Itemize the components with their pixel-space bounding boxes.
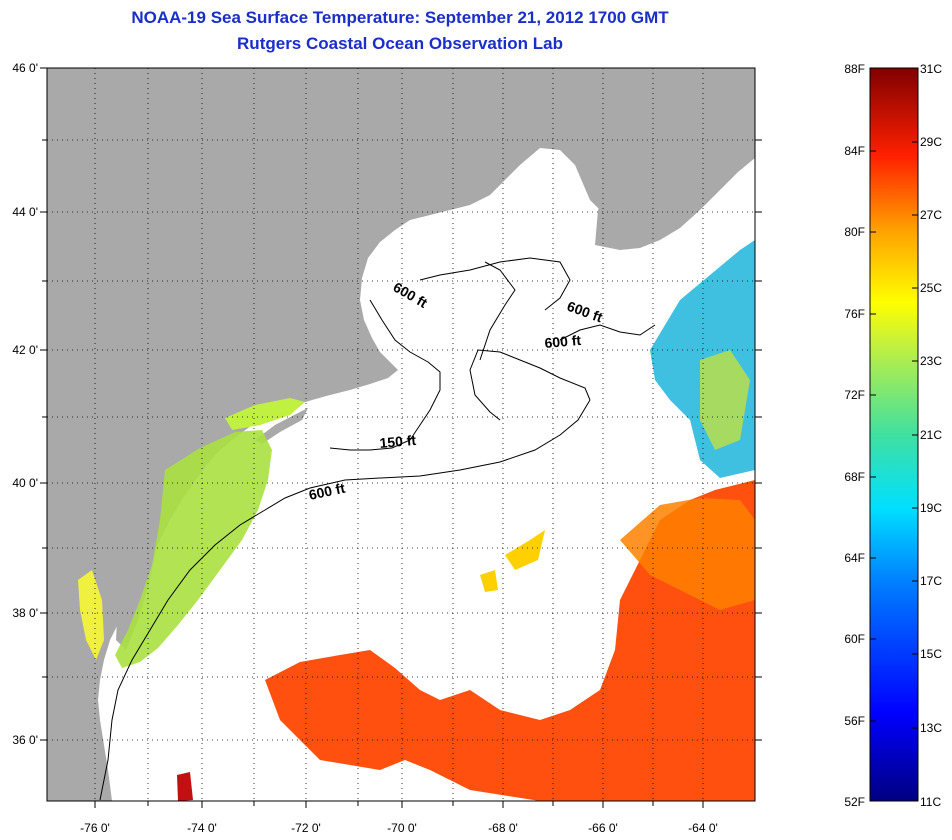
colorbar-f-label: 80F	[844, 225, 865, 239]
lat-label: 42 0'	[12, 343, 38, 357]
map-title: NOAA-19 Sea Surface Temperature: Septemb…	[131, 8, 669, 27]
sst-patch-offshore-bits	[480, 530, 545, 592]
lon-label: -72 0'	[291, 821, 321, 835]
sst-patch-chesapeake	[78, 570, 104, 660]
sst-patch-small-dark	[177, 772, 193, 801]
contour-label: 600 ft	[544, 332, 582, 351]
colorbar-f-label: 60F	[844, 632, 865, 646]
us-landmass	[47, 68, 755, 801]
colorbar-f-label: 52F	[844, 795, 865, 809]
colorbar-c-label: 23C	[920, 354, 942, 368]
contour-label: 150 ft	[379, 432, 417, 451]
long-island	[255, 408, 308, 444]
lon-label: -74 0'	[187, 821, 217, 835]
colorbar-f-label: 76F	[844, 307, 865, 321]
colorbar-f-label: 84F	[844, 144, 865, 158]
colorbar-c-label: 29C	[920, 135, 942, 149]
lat-label: 38 0'	[12, 606, 38, 620]
colorbar-f-label: 72F	[844, 388, 865, 402]
lon-label: -68 0'	[488, 821, 518, 835]
colorbar-c-label: 17C	[920, 574, 942, 588]
sst-patch-nearshore-mab	[115, 430, 272, 668]
colorbar-c-label: 31C	[920, 62, 942, 76]
sst-patch-gulfstream-south	[265, 480, 755, 801]
sst-patch-warm-core	[620, 498, 755, 610]
nova-scotia	[595, 108, 755, 250]
delmarva	[116, 520, 158, 650]
colorbar-f-label: 68F	[844, 470, 865, 484]
colorbar-f-label: 88F	[844, 62, 865, 76]
sst-patch-shelf-slope-mid	[700, 350, 750, 450]
colorbar-ticks	[870, 141, 918, 729]
colorbar-c-label: 13C	[920, 721, 942, 735]
colorbar-c-label: 27C	[920, 208, 942, 222]
lon-label: -70 0'	[387, 821, 417, 835]
lon-label: -66 0'	[588, 821, 618, 835]
lat-label: 40 0'	[12, 476, 38, 490]
colorbar-f-label: 56F	[844, 714, 865, 728]
lon-label: -64 0'	[688, 821, 718, 835]
colorbar-c-label: 19C	[920, 501, 942, 515]
colorbar-f-label: 64F	[844, 551, 865, 565]
bathymetry-contours	[99, 257, 656, 801]
lon-label: -76 0'	[80, 821, 110, 835]
colorbar-c-label: 15C	[920, 647, 942, 661]
graticule	[47, 68, 755, 801]
map-border	[46, 67, 756, 802]
colorbar-c-label: 21C	[920, 428, 942, 442]
colorbar-c-label: 11C	[920, 795, 941, 809]
map-subtitle: Rutgers Coastal Ocean Observation Lab	[237, 34, 563, 53]
sst-patch-li-sound	[225, 398, 305, 430]
contour-label: 600 ft	[307, 480, 346, 503]
lat-label: 36 0'	[12, 733, 38, 747]
colorbar-c-label: 25C	[920, 281, 942, 295]
colorbar	[869, 67, 919, 802]
lat-label: 46 0'	[12, 61, 38, 75]
lat-label: 44 0'	[12, 205, 38, 219]
axis-ticks	[40, 67, 762, 808]
